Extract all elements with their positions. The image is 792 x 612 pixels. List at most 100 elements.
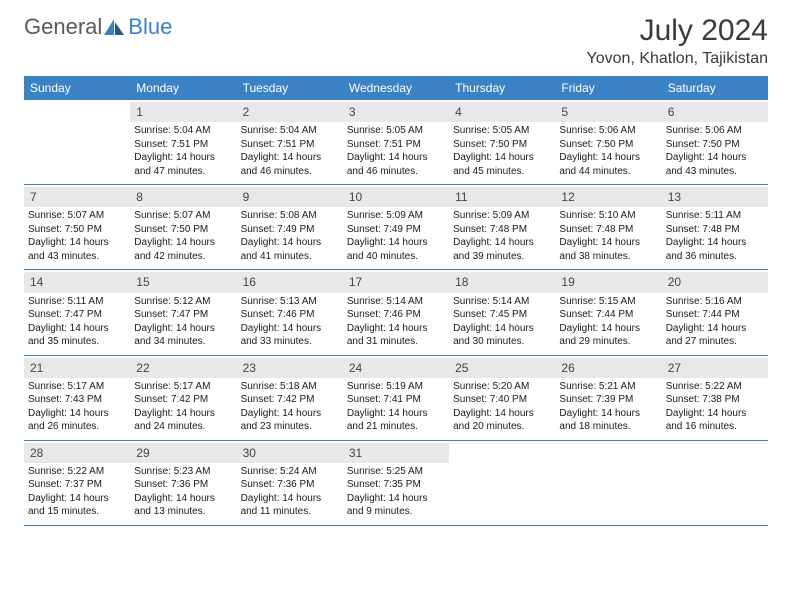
sunrise-text: Sunrise: 5:11 AM	[666, 209, 764, 223]
day-cell: 29Sunrise: 5:23 AMSunset: 7:36 PMDayligh…	[130, 441, 236, 525]
day-number: 23	[237, 358, 343, 378]
daylight-text: Daylight: 14 hours and 27 minutes.	[666, 322, 764, 349]
sunrise-text: Sunrise: 5:22 AM	[666, 380, 764, 394]
title-block: July 2024 Yovon, Khatlon, Tajikistan	[587, 14, 768, 68]
day-cell: 3Sunrise: 5:05 AMSunset: 7:51 PMDaylight…	[343, 100, 449, 184]
weekday-friday: Friday	[555, 76, 661, 100]
sunrise-text: Sunrise: 5:24 AM	[241, 465, 339, 479]
day-cell: 5Sunrise: 5:06 AMSunset: 7:50 PMDaylight…	[555, 100, 661, 184]
sunrise-text: Sunrise: 5:15 AM	[559, 295, 657, 309]
day-cell: 25Sunrise: 5:20 AMSunset: 7:40 PMDayligh…	[449, 356, 555, 440]
sunset-text: Sunset: 7:36 PM	[134, 478, 232, 492]
day-number: 28	[24, 443, 130, 463]
daylight-text: Daylight: 14 hours and 40 minutes.	[347, 236, 445, 263]
sunrise-text: Sunrise: 5:13 AM	[241, 295, 339, 309]
sunset-text: Sunset: 7:41 PM	[347, 393, 445, 407]
sunset-text: Sunset: 7:50 PM	[666, 138, 764, 152]
day-cell: 17 Sunrise: 5:14 AMSunset: 7:46 PMDayligh…	[343, 270, 449, 354]
day-cell: 6Sunrise: 5:06 AMSunset: 7:50 PMDaylight…	[662, 100, 768, 184]
sunrise-text: Sunrise: 5:05 AM	[347, 124, 445, 138]
sunrise-text: Sunrise: 5:18 AM	[241, 380, 339, 394]
sunset-text: Sunset: 7:48 PM	[559, 223, 657, 237]
logo-text-general: General	[24, 14, 102, 40]
sunset-text: Sunset: 7:38 PM	[666, 393, 764, 407]
day-cell: 23Sunrise: 5:18 AMSunset: 7:42 PMDayligh…	[237, 356, 343, 440]
sunset-text: Sunset: 7:50 PM	[28, 223, 126, 237]
day-cell	[555, 441, 661, 525]
sunset-text: Sunset: 7:51 PM	[241, 138, 339, 152]
sunset-text: Sunset: 7:48 PM	[666, 223, 764, 237]
calendar-grid: 1Sunrise: 5:04 AMSunset: 7:51 PMDaylight…	[24, 100, 768, 526]
day-number: 19	[555, 272, 661, 292]
day-number: 27	[662, 358, 768, 378]
day-cell: 31Sunrise: 5:25 AMSunset: 7:35 PMDayligh…	[343, 441, 449, 525]
sunrise-text: Sunrise: 5:11 AM	[28, 295, 126, 309]
weekday-sunday: Sunday	[24, 76, 130, 100]
sunrise-text: Sunrise: 5:09 AM	[347, 209, 445, 223]
day-cell: 13Sunrise: 5:11 AMSunset: 7:48 PMDayligh…	[662, 185, 768, 269]
weekday-saturday: Saturday	[662, 76, 768, 100]
daylight-text: Daylight: 14 hours and 43 minutes.	[666, 151, 764, 178]
day-number: 26	[555, 358, 661, 378]
sunset-text: Sunset: 7:49 PM	[347, 223, 445, 237]
day-number: 24	[343, 358, 449, 378]
sunset-text: Sunset: 7:44 PM	[666, 308, 764, 322]
daylight-text: Daylight: 14 hours and 16 minutes.	[666, 407, 764, 434]
daylight-text: Daylight: 14 hours and 13 minutes.	[134, 492, 232, 519]
week-row: 28Sunrise: 5:22 AMSunset: 7:37 PMDayligh…	[24, 441, 768, 526]
sunset-text: Sunset: 7:46 PM	[347, 308, 445, 322]
sunset-text: Sunset: 7:39 PM	[559, 393, 657, 407]
sunset-text: Sunset: 7:44 PM	[559, 308, 657, 322]
sunrise-text: Sunrise: 5:20 AM	[453, 380, 551, 394]
sunset-text: Sunset: 7:47 PM	[134, 308, 232, 322]
sunset-text: Sunset: 7:42 PM	[134, 393, 232, 407]
day-number: 15	[130, 272, 236, 292]
location: Yovon, Khatlon, Tajikistan	[587, 50, 768, 68]
day-number: 29	[130, 443, 236, 463]
day-cell: 1Sunrise: 5:04 AMSunset: 7:51 PMDaylight…	[130, 100, 236, 184]
weekday-wednesday: Wednesday	[343, 76, 449, 100]
day-number: 17	[343, 272, 449, 292]
daylight-text: Daylight: 14 hours and 35 minutes.	[28, 322, 126, 349]
day-number: 1	[130, 102, 236, 122]
daylight-text: Daylight: 14 hours and 46 minutes.	[347, 151, 445, 178]
sunset-text: Sunset: 7:46 PM	[241, 308, 339, 322]
logo-text-blue: Blue	[128, 14, 172, 40]
daylight-text: Daylight: 14 hours and 29 minutes.	[559, 322, 657, 349]
daylight-text: Daylight: 14 hours and 11 minutes.	[241, 492, 339, 519]
daylight-text: Daylight: 14 hours and 42 minutes.	[134, 236, 232, 263]
sunrise-text: Sunrise: 5:25 AM	[347, 465, 445, 479]
daylight-text: Daylight: 14 hours and 20 minutes.	[453, 407, 551, 434]
sunrise-text: Sunrise: 5:04 AM	[241, 124, 339, 138]
sunset-text: Sunset: 7:49 PM	[241, 223, 339, 237]
day-number: 21	[24, 358, 130, 378]
week-row: 21Sunrise: 5:17 AMSunset: 7:43 PMDayligh…	[24, 356, 768, 441]
day-number: 16	[237, 272, 343, 292]
sunrise-text: Sunrise: 5:08 AM	[241, 209, 339, 223]
sunset-text: Sunset: 7:50 PM	[134, 223, 232, 237]
daylight-text: Daylight: 14 hours and 26 minutes.	[28, 407, 126, 434]
daylight-text: Daylight: 14 hours and 18 minutes.	[559, 407, 657, 434]
daylight-text: Daylight: 14 hours and 43 minutes.	[28, 236, 126, 263]
day-cell: 11Sunrise: 5:09 AMSunset: 7:48 PMDayligh…	[449, 185, 555, 269]
sunrise-text: Sunrise: 5:22 AM	[28, 465, 126, 479]
sunrise-text: Sunrise: 5:14 AM	[347, 295, 445, 309]
weekday-header: Sunday Monday Tuesday Wednesday Thursday…	[24, 76, 768, 100]
sunrise-text: Sunrise: 5:04 AM	[134, 124, 232, 138]
day-cell: 24Sunrise: 5:19 AMSunset: 7:41 PMDayligh…	[343, 356, 449, 440]
day-number: 4	[449, 102, 555, 122]
sunrise-text: Sunrise: 5:17 AM	[28, 380, 126, 394]
day-cell: 22Sunrise: 5:17 AMSunset: 7:42 PMDayligh…	[130, 356, 236, 440]
day-number: 30	[237, 443, 343, 463]
day-cell: 27 Sunrise: 5:22 AMSunset: 7:38 PMDayligh…	[662, 356, 768, 440]
day-number: 8	[130, 187, 236, 207]
header: General Blue July 2024 Yovon, Khatlon, T…	[24, 14, 768, 68]
day-cell: 7Sunrise: 5:07 AMSunset: 7:50 PMDaylight…	[24, 185, 130, 269]
day-cell: 10Sunrise: 5:09 AMSunset: 7:49 PMDayligh…	[343, 185, 449, 269]
sunrise-text: Sunrise: 5:17 AM	[134, 380, 232, 394]
day-number: 18	[449, 272, 555, 292]
logo: General Blue	[24, 14, 172, 40]
calendar-page: General Blue July 2024 Yovon, Khatlon, T…	[0, 0, 792, 540]
day-cell: 14Sunrise: 5:11 AMSunset: 7:47 PMDayligh…	[24, 270, 130, 354]
daylight-text: Daylight: 14 hours and 31 minutes.	[347, 322, 445, 349]
